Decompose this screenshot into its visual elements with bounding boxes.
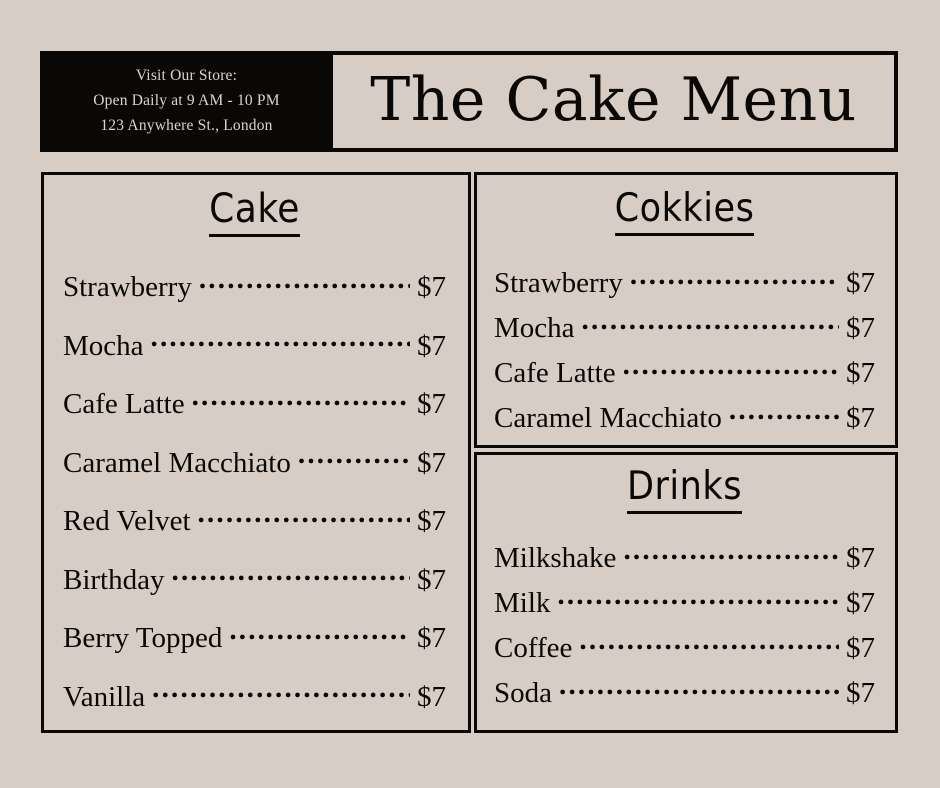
menu-item-price: $7 xyxy=(417,329,446,362)
menu-item: Vanilla $7 xyxy=(63,680,446,713)
menu-item: Berry Topped $7 xyxy=(63,624,446,653)
store-info-line-3: 123 Anywhere St., London xyxy=(100,117,273,134)
menu-item-price: $7 xyxy=(846,267,875,299)
menu-item-label: Strawberry xyxy=(63,271,192,303)
menu-list-cookies: Strawberry $7 Mocha $7 Cafe Latte $7 Car… xyxy=(494,269,875,433)
dot-leader xyxy=(172,573,411,589)
menu-item: Cafe Latte $7 xyxy=(63,390,446,419)
menu-item: Strawberry $7 xyxy=(494,269,875,298)
dot-leader xyxy=(729,411,839,427)
section-heading-cake: Cake xyxy=(63,189,446,237)
page-title: The Cake Menu xyxy=(370,64,857,135)
menu-item: Mocha $7 xyxy=(494,314,875,343)
menu-item: Caramel Macchiato $7 xyxy=(63,446,446,479)
menu-item-label: Milkshake xyxy=(494,542,617,574)
section-heading-cake-label: Cake xyxy=(209,189,300,237)
dot-leader xyxy=(198,514,410,530)
menu-item: Strawberry $7 xyxy=(63,273,446,302)
menu-item-price: $7 xyxy=(417,563,446,596)
dot-leader xyxy=(630,276,839,292)
dot-leader xyxy=(579,641,839,657)
menu-item: Birthday $7 xyxy=(63,563,446,596)
menu-item: Red Velvet $7 xyxy=(63,507,446,536)
menu-item: Cafe Latte $7 xyxy=(494,359,875,388)
menu-item-label: Mocha xyxy=(63,329,144,362)
menu-item-label: Mocha xyxy=(494,312,575,344)
dot-leader xyxy=(192,397,410,413)
section-heading-cookies: Cokkies xyxy=(494,189,875,236)
menu-item: Mocha $7 xyxy=(63,329,446,362)
menu-item-price: $7 xyxy=(846,542,875,574)
section-panel-cookies: Cokkies Strawberry $7 Mocha $7 Cafe Latt… xyxy=(474,172,898,448)
menu-item-price: $7 xyxy=(846,632,875,664)
menu-list-drinks: Milkshake $7 Milk $7 Coffee $7 Soda xyxy=(494,544,875,708)
menu-item-price: $7 xyxy=(846,402,875,434)
menu-item-price: $7 xyxy=(846,677,875,709)
menu-item-price: $7 xyxy=(417,622,446,654)
menu-item-price: $7 xyxy=(417,680,446,713)
section-heading-drinks: Drinks xyxy=(494,467,875,514)
menu-item-label: Vanilla xyxy=(63,680,146,713)
dot-leader xyxy=(623,366,839,382)
menu-item-price: $7 xyxy=(846,357,875,389)
menu-item-label: Berry Topped xyxy=(63,622,223,654)
menu-list-cake: Strawberry $7 Mocha $7 Cafe Latte $7 Car… xyxy=(63,273,446,712)
menu-item-price: $7 xyxy=(846,587,875,619)
menu-item-label: Red Velvet xyxy=(63,505,191,537)
dot-leader xyxy=(151,339,410,355)
menu-item-price: $7 xyxy=(417,446,446,479)
section-heading-drinks-label: Drinks xyxy=(626,467,743,514)
dot-leader xyxy=(298,456,410,472)
menu-item: Milk $7 xyxy=(494,589,875,618)
dot-leader xyxy=(582,321,839,337)
dot-leader xyxy=(199,280,410,296)
dot-leader xyxy=(557,596,839,612)
menu-item-label: Caramel Macchiato xyxy=(63,446,291,479)
menu-item-label: Cafe Latte xyxy=(494,357,616,389)
menu-item-label: Cafe Latte xyxy=(63,388,185,420)
menu-item-label: Soda xyxy=(494,677,552,709)
menu-item: Caramel Macchiato $7 xyxy=(494,404,875,433)
section-heading-cookies-label: Cokkies xyxy=(614,189,755,236)
menu-item: Milkshake $7 xyxy=(494,544,875,573)
dot-leader xyxy=(559,686,839,702)
menu-item: Coffee $7 xyxy=(494,634,875,663)
title-box: The Cake Menu xyxy=(333,51,898,152)
section-panel-drinks: Drinks Milkshake $7 Milk $7 Coffee $7 xyxy=(474,452,898,733)
dot-leader xyxy=(623,551,839,567)
menu-item-label: Milk xyxy=(494,587,551,619)
dot-leader xyxy=(152,690,410,706)
menu-item-label: Strawberry xyxy=(494,267,623,299)
store-info-line-2: Open Daily at 9 AM - 10 PM xyxy=(93,92,280,109)
dot-leader xyxy=(229,631,410,647)
store-info-line-1: Visit Our Store: xyxy=(135,67,238,84)
menu-item-label: Coffee xyxy=(494,632,573,664)
menu-item-price: $7 xyxy=(417,388,446,420)
section-panel-cake: Cake Strawberry $7 Mocha $7 Cafe Latte $… xyxy=(41,172,471,733)
menu-item-price: $7 xyxy=(417,505,446,537)
menu-item: Soda $7 xyxy=(494,679,875,708)
menu-item-price: $7 xyxy=(417,271,446,303)
menu-header: Visit Our Store: Open Daily at 9 AM - 10… xyxy=(40,51,898,152)
menu-item-label: Birthday xyxy=(63,563,165,596)
store-info-block: Visit Our Store: Open Daily at 9 AM - 10… xyxy=(40,51,333,152)
menu-item-price: $7 xyxy=(846,312,875,344)
menu-item-label: Caramel Macchiato xyxy=(494,402,722,434)
